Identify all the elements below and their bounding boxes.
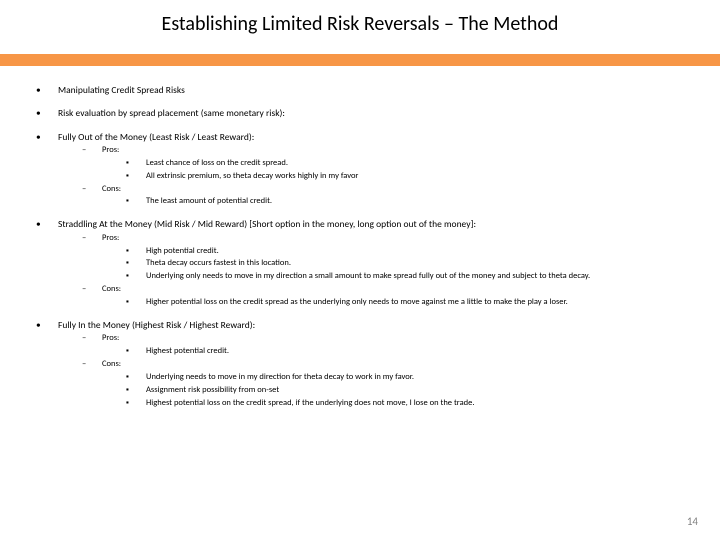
bullet-dash: Pros: Highest potential credit. [82,333,700,358]
bullet-square: High potential credit. [126,246,700,258]
bullet-text: Pros: [102,145,119,155]
bullet-text: Cons: [102,184,121,194]
accent-bar [0,54,720,66]
bullet-square: Assignment risk possibility from on-set [126,385,700,397]
bullet-square: Highest potential loss on the credit spr… [126,398,700,410]
bullet-square: Underlying only needs to move in my dire… [126,271,700,283]
bullet-top: Straddling At the Money (Mid Risk / Mid … [36,218,700,309]
bullet-square: All extrinsic premium, so theta decay wo… [126,171,700,183]
slide-title: Establishing Limited Risk Reversals – Th… [0,0,720,44]
bullet-square: Higher potential loss on the credit spre… [126,297,700,309]
bullet-top: Fully In the Money (Highest Risk / Highe… [36,319,700,410]
bullet-square: Underlying needs to move in my direction… [126,372,700,384]
bullet-text: Fully Out of the Money (Least Risk / Lea… [58,131,254,143]
bullet-dash: Pros: Least chance of loss on the credit… [82,145,700,183]
bullet-text: Straddling At the Money (Mid Risk / Mid … [58,218,476,230]
bullet-text: Fully In the Money (Highest Risk / Highe… [58,319,255,331]
bullet-dash: Cons: Higher potential loss on the credi… [82,284,700,309]
bullet-dash: Cons: The least amount of potential cred… [82,184,700,209]
bullet-dash: Cons: Underlying needs to move in my dir… [82,359,700,410]
page-number: 14 [687,515,698,528]
bullet-square: Highest potential credit. [126,346,700,358]
slide-content: Manipulating Credit Spread Risks Risk ev… [0,84,720,410]
bullet-top: Risk evaluation by spread placement (sam… [36,107,700,120]
bullet-text: Cons: [102,284,121,294]
bullet-top: Manipulating Credit Spread Risks [36,84,700,97]
bullet-text: Pros: [102,333,119,343]
bullet-square: Theta decay occurs fastest in this locat… [126,258,700,270]
bullet-top: Fully Out of the Money (Least Risk / Lea… [36,131,700,209]
bullet-square: Least chance of loss on the credit sprea… [126,158,700,170]
bullet-text: Cons: [102,359,121,369]
bullet-square: The least amount of potential credit. [126,196,700,208]
bullet-text: Pros: [102,233,119,243]
bullet-dash: Pros: High potential credit. Theta decay… [82,233,700,284]
